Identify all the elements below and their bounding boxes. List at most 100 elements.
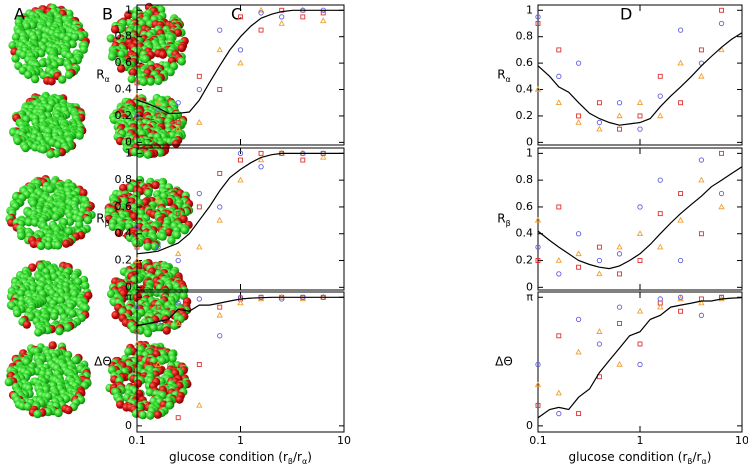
scatter-point — [155, 264, 161, 270]
scatter-point — [196, 204, 202, 210]
cell — [154, 76, 163, 86]
scatter-point — [279, 14, 285, 20]
scatter-point — [718, 46, 725, 53]
x-axis-label-part: α — [701, 457, 706, 464]
scatter-point — [657, 93, 663, 99]
x-tick-label: 0.1 — [529, 434, 547, 447]
scatter-point — [677, 216, 684, 223]
cell — [81, 281, 90, 290]
cell — [79, 188, 88, 198]
cell — [70, 33, 80, 42]
scatter-point — [257, 295, 265, 302]
cell — [79, 45, 88, 54]
scatter-point — [698, 299, 705, 306]
cell — [157, 356, 167, 365]
cell — [177, 43, 187, 53]
cell — [39, 145, 48, 154]
cell — [61, 239, 71, 248]
scatter-point — [258, 150, 264, 156]
scatter-point — [576, 411, 582, 417]
cell — [165, 401, 174, 410]
cell — [141, 55, 150, 64]
scatter-point — [596, 270, 603, 277]
scatter-point — [175, 125, 182, 132]
scatter-point — [320, 153, 327, 160]
y-axis-label-sub: α — [105, 75, 110, 84]
scatter-point — [718, 190, 725, 197]
plot-area — [133, 6, 327, 132]
scatter-point — [657, 303, 664, 310]
cell — [139, 77, 148, 87]
scatter-point — [175, 120, 181, 125]
scatter-point — [596, 125, 603, 132]
scatter-point — [677, 257, 684, 264]
scatter-point — [154, 196, 162, 203]
panel-label: D — [620, 5, 632, 24]
scatter-point — [719, 7, 724, 13]
scatter-point — [596, 244, 602, 250]
plot-area — [534, 294, 725, 417]
scatter-point — [575, 250, 582, 257]
cell — [167, 236, 176, 245]
scatter-point — [535, 14, 541, 20]
scatter-point — [575, 119, 582, 125]
x-axis-label: glucose condition (rβ/rα) — [569, 450, 712, 464]
scatter-point — [134, 80, 140, 86]
scatter-point — [575, 348, 582, 355]
cell — [22, 22, 31, 31]
cell — [153, 410, 162, 419]
cell — [119, 183, 128, 193]
scatter-point — [657, 177, 663, 183]
scatter-point — [698, 72, 705, 79]
y-tick-label: 0.4 — [115, 83, 133, 96]
scatter-point — [258, 164, 264, 170]
scatter-point — [596, 119, 603, 126]
x-tick-label: 1 — [237, 434, 244, 447]
y-tick-label: 0.6 — [516, 200, 534, 213]
y-tick-label: 0.2 — [516, 109, 534, 122]
cell — [164, 228, 173, 237]
x-tick-label: 10 — [735, 434, 748, 447]
scatter-point — [677, 294, 684, 300]
scatter-point — [216, 311, 223, 318]
cell — [75, 131, 84, 140]
y-tick-label: 0.6 — [516, 56, 534, 69]
y-axis-label: Rα — [497, 68, 511, 84]
y-axis-label: Rα — [96, 68, 110, 84]
cell — [51, 213, 60, 222]
cell — [46, 150, 55, 159]
cell — [64, 70, 74, 80]
cell — [158, 50, 168, 59]
scatter-point — [535, 244, 541, 250]
scatter-point — [217, 27, 223, 33]
scatter-point — [698, 47, 704, 53]
scatter-point — [155, 244, 161, 250]
scatter-point — [575, 316, 582, 323]
cell — [114, 228, 124, 238]
scatter-point — [279, 7, 285, 13]
scatter-point — [154, 99, 162, 105]
scatter-point — [556, 333, 562, 339]
cell — [117, 50, 126, 59]
scatter-point — [616, 100, 623, 106]
scatter-point — [637, 258, 643, 263]
y-tick-label: π — [125, 290, 132, 303]
y-tick-label: 0.2 — [115, 254, 133, 267]
y-tick-label: 0 — [526, 280, 533, 293]
scatter-point — [637, 113, 643, 119]
cell — [145, 19, 155, 29]
cell — [11, 54, 20, 63]
cell — [83, 216, 93, 225]
cell — [4, 377, 13, 387]
scatter-point — [576, 113, 582, 119]
y-tick-label: 1 — [125, 146, 132, 159]
y-tick-label: 0.4 — [115, 227, 133, 240]
cell — [54, 408, 63, 418]
cell — [155, 322, 164, 332]
scatter-point — [678, 191, 684, 196]
cell — [53, 241, 63, 250]
scatter-point — [196, 86, 202, 93]
y-tick-label: 0.2 — [516, 254, 534, 267]
cell — [36, 241, 46, 251]
cell — [158, 232, 167, 241]
